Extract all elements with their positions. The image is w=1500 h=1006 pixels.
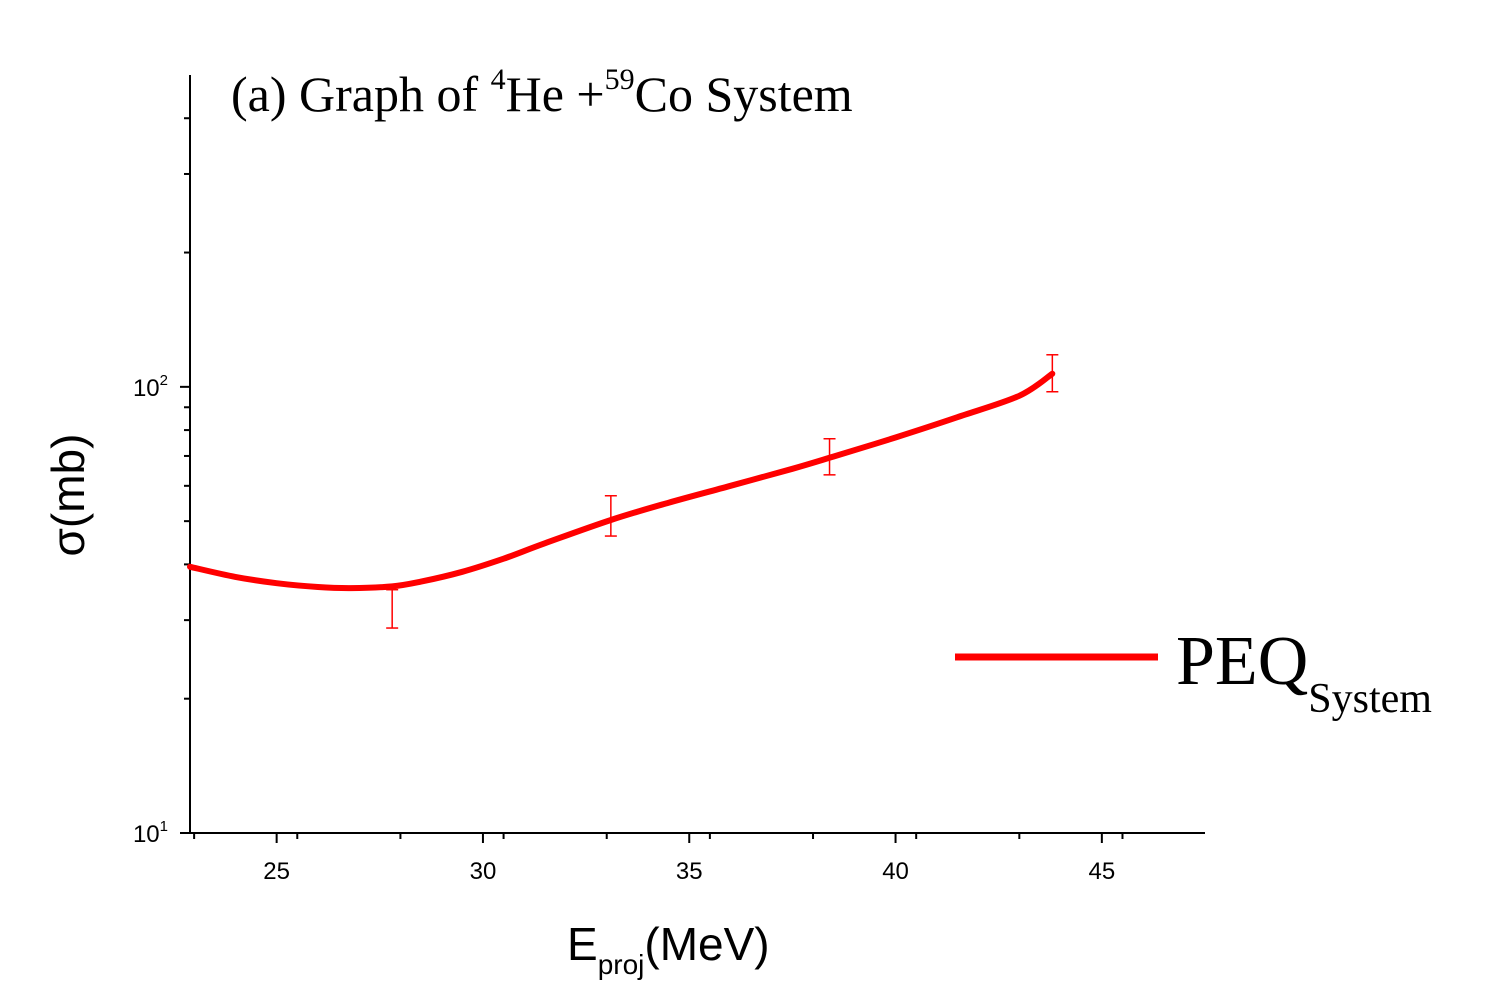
x-tick-label: 40 — [882, 858, 909, 885]
y-axis-label: σ(mb) — [42, 434, 94, 557]
x-ticks: 25 30 35 40 45 — [193, 833, 1124, 885]
error-bar — [386, 588, 399, 629]
plot-area — [187, 354, 1059, 629]
legend-label: PEQSystem — [1176, 623, 1432, 722]
error-bar — [604, 495, 617, 537]
series-line — [187, 370, 1056, 592]
x-tick-label: 30 — [470, 858, 497, 885]
chart-title: (a) Graph of 4He +59Co System — [231, 63, 853, 122]
axes — [189, 75, 1205, 834]
x-tick-label: 25 — [263, 858, 290, 885]
error-bar — [823, 438, 836, 476]
legend: PEQSystem — [955, 623, 1432, 722]
x-axis-label: Eproj(MeV) — [567, 918, 770, 980]
y-tick-label: 102 — [133, 372, 168, 402]
x-tick-label: 45 — [1088, 858, 1115, 885]
error-bar — [1046, 354, 1059, 393]
x-tick-label: 35 — [676, 858, 703, 885]
y-ticks: 101 102 — [133, 117, 190, 848]
y-tick-label: 101 — [133, 818, 168, 848]
